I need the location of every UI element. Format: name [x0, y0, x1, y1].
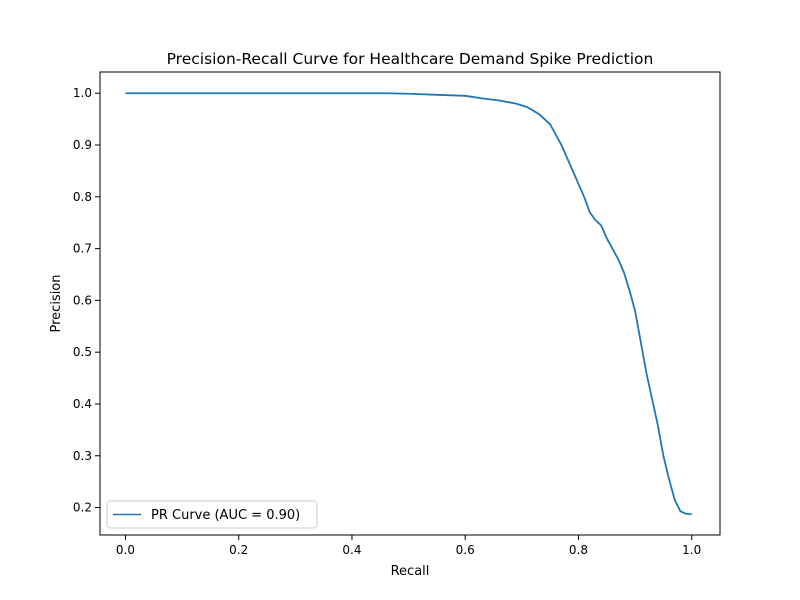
- y-tick-label: 0.7: [73, 242, 92, 256]
- x-tick-label: 1.0: [682, 543, 701, 557]
- x-axis-label: Recall: [391, 564, 430, 579]
- x-tick-label: 0.0: [116, 543, 135, 557]
- chart-title: Precision-Recall Curve for Healthcare De…: [167, 50, 654, 68]
- x-tick-label: 0.6: [456, 543, 475, 557]
- y-tick-label: 0.3: [73, 449, 92, 463]
- y-tick-label: 0.6: [73, 293, 92, 307]
- y-axis: 0.2 0.3 0.4 0.5 0.6 0.7 0.8 0.9 1.0: [73, 86, 100, 515]
- y-tick-label: 0.2: [73, 501, 92, 515]
- x-axis: 0.0 0.2 0.4 0.6 0.8 1.0: [116, 535, 701, 557]
- y-tick-label: 0.9: [73, 138, 92, 152]
- legend: PR Curve (AUC = 0.90): [106, 500, 318, 529]
- y-tick-label: 1.0: [73, 86, 92, 100]
- y-tick-label: 0.4: [73, 397, 92, 411]
- legend-box: [106, 500, 318, 529]
- y-tick-label: 0.5: [73, 345, 92, 359]
- y-tick-label: 0.8: [73, 190, 92, 204]
- x-tick-label: 0.8: [569, 543, 588, 557]
- x-tick-label: 0.4: [342, 543, 361, 557]
- series-layer: [125, 92, 692, 516]
- x-tick-label: 0.2: [229, 543, 248, 557]
- series-line-pr-curve: [125, 92, 692, 516]
- y-axis-label: Precision: [49, 274, 64, 332]
- legend-label-pr-curve: PR Curve (AUC = 0.90): [151, 508, 300, 523]
- plot-frame: [99, 71, 721, 536]
